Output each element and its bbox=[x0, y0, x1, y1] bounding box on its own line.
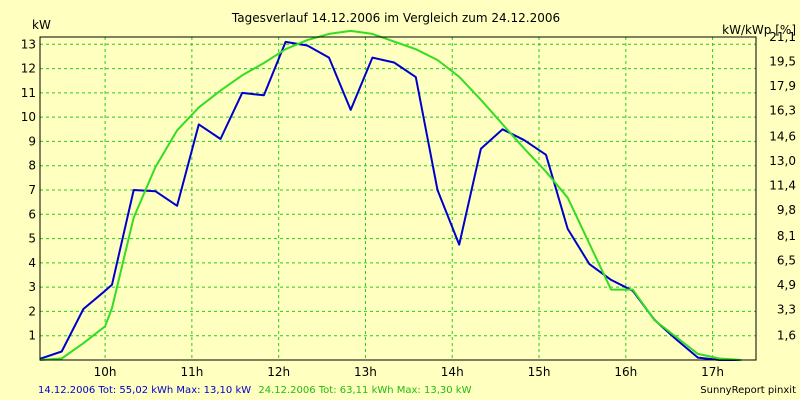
y2-tick-label: 14,6 bbox=[769, 130, 796, 144]
y2-tick-label: 11,4 bbox=[769, 178, 796, 192]
y-tick-label: 1 bbox=[28, 329, 36, 343]
plot-frame bbox=[39, 36, 757, 361]
y2-tick-label: 6,5 bbox=[777, 253, 796, 267]
y2-tick-label: 8,1 bbox=[777, 229, 796, 243]
y-tick-label: 8 bbox=[28, 159, 36, 173]
y2-tick-label: 9,8 bbox=[777, 203, 796, 217]
series-0-total: 14.12.2006 Tot: 55,02 kWh Max: 13,10 kW bbox=[38, 385, 251, 396]
series-lines bbox=[39, 29, 742, 361]
y2-tick-label: 16,3 bbox=[769, 103, 796, 117]
y-tick-label: 7 bbox=[28, 183, 36, 197]
y2-tick-label: 13,0 bbox=[769, 154, 796, 168]
chart-title: Tagesverlauf 14.12.2006 im Vergleich zum… bbox=[231, 11, 560, 25]
grid bbox=[40, 37, 756, 360]
y-tick-label: 13 bbox=[21, 37, 36, 51]
y2-tick-label: 21,1 bbox=[769, 30, 796, 44]
credit-label: SunnyReport pinxit bbox=[700, 385, 796, 396]
y-tick-label: 10 bbox=[21, 110, 36, 124]
x-tick-label: 11h bbox=[180, 365, 203, 379]
series-line-1 bbox=[39, 29, 742, 361]
y-tick-label: 2 bbox=[28, 304, 36, 318]
x-tick-label: 16h bbox=[614, 365, 637, 379]
x-tick-labels: 10h 11h 12h 13h 14h 15h 16h 17h bbox=[94, 365, 724, 379]
y-axis-left-label: kW bbox=[32, 18, 51, 32]
y-tick-label: 12 bbox=[21, 62, 36, 76]
x-tick-label: 13h bbox=[354, 365, 377, 379]
y-tick-label: 3 bbox=[28, 280, 36, 294]
y-tick-label: 6 bbox=[28, 207, 36, 221]
y-tick-label: 9 bbox=[28, 134, 36, 148]
y2-tick-label: 19,5 bbox=[769, 54, 796, 68]
x-tick-label: 14h bbox=[441, 365, 464, 379]
y2-tick-label: 3,3 bbox=[777, 302, 796, 316]
y2-tick-label: 4,9 bbox=[777, 278, 796, 292]
y-axis-right-label: kW/kWp [%] bbox=[722, 23, 796, 37]
y-tick-label: 11 bbox=[21, 86, 36, 100]
footer-totals: 14.12.2006 Tot: 55,02 kWh Max: 13,10 kW … bbox=[38, 385, 472, 396]
x-tick-label: 10h bbox=[94, 365, 117, 379]
x-tick-label: 15h bbox=[528, 365, 551, 379]
y-tick-label: 5 bbox=[28, 232, 36, 246]
y2-tick-label: 17,9 bbox=[769, 79, 796, 93]
x-tick-label: 12h bbox=[267, 365, 290, 379]
y2-tick-label: 1,6 bbox=[777, 329, 796, 343]
x-tick-label: 17h bbox=[701, 365, 724, 379]
y2-tick-labels: 1,6 3,3 4,9 6,5 8,1 9,8 11,4 13,0 14,6 16,3 17,9 19… bbox=[769, 30, 796, 343]
series-1-total: 24.12.2006 Tot: 63,11 kWh Max: 13,30 kW bbox=[258, 385, 471, 396]
y-tick-label: 4 bbox=[28, 256, 36, 270]
